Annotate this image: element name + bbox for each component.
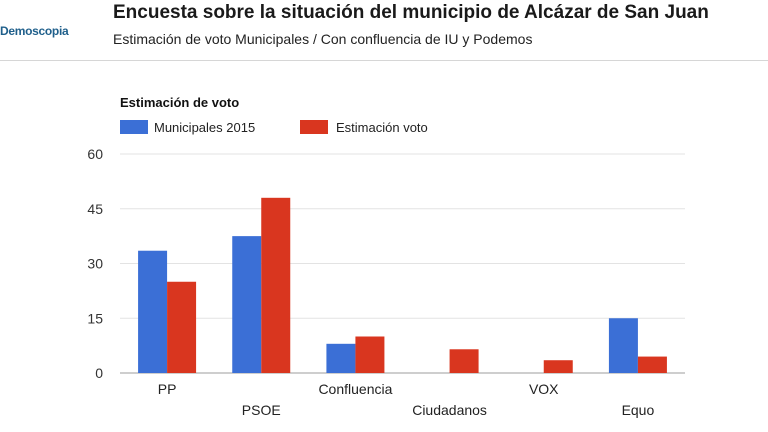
gridlines: 0 15 30 45 60 bbox=[87, 146, 685, 381]
category-label: Ciudadanos bbox=[412, 402, 487, 418]
y-tick-label: 15 bbox=[87, 310, 103, 326]
bar-psoe-series-2 bbox=[261, 197, 291, 373]
legend-swatch-series-1 bbox=[120, 120, 148, 134]
category-labels: PP PSOE Confluencia Ciudadanos VOX Equo bbox=[158, 381, 655, 418]
bar-equo-series-1 bbox=[608, 318, 638, 373]
legend-swatch-series-2 bbox=[300, 120, 328, 134]
page-title: Encuesta sobre la situación del municipi… bbox=[113, 2, 709, 23]
chart-title: Estimación de voto bbox=[120, 95, 239, 110]
y-tick-label: 60 bbox=[87, 146, 103, 162]
category-label: PP bbox=[158, 381, 177, 397]
bar-confluencia-series-2 bbox=[355, 336, 385, 373]
bar-pp-series-1 bbox=[138, 250, 168, 373]
bar-pp-series-2 bbox=[167, 281, 197, 373]
bars bbox=[138, 197, 667, 373]
bar-ciudadanos-series-2 bbox=[449, 349, 479, 373]
bar-equo-series-2 bbox=[637, 356, 667, 373]
y-tick-label: 0 bbox=[95, 365, 103, 381]
page-subtitle: Estimación de voto Municipales / Con con… bbox=[113, 31, 533, 47]
legend: Municipales 2015 Estimación voto bbox=[120, 120, 428, 135]
header-divider bbox=[0, 60, 768, 61]
bar-psoe-series-1 bbox=[232, 236, 262, 373]
legend-label-series-2: Estimación voto bbox=[336, 120, 428, 135]
y-tick-label: 30 bbox=[87, 256, 103, 272]
bar-vox-series-2 bbox=[543, 360, 573, 373]
legend-label-series-1: Municipales 2015 bbox=[154, 120, 255, 135]
category-label: PSOE bbox=[242, 402, 281, 418]
category-label: Confluencia bbox=[318, 381, 392, 397]
category-label: VOX bbox=[529, 381, 559, 397]
brand-logo: Demoscopia bbox=[0, 24, 69, 38]
category-label: Equo bbox=[622, 402, 655, 418]
bar-confluencia-series-1 bbox=[326, 343, 356, 373]
y-tick-label: 45 bbox=[87, 201, 103, 217]
